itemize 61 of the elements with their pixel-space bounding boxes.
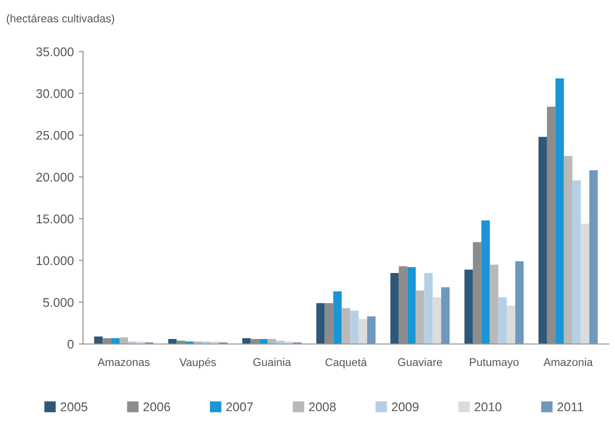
bar: [94, 336, 103, 344]
bar: [572, 180, 581, 344]
bar: [398, 266, 408, 344]
x-tick-label: Putumayo: [470, 358, 519, 368]
y-axis-title: (hectáreas cultivadas): [6, 14, 114, 25]
bar: [580, 224, 590, 344]
bar: [316, 303, 325, 344]
x-tick-label: Caquetá: [326, 358, 367, 368]
bar: [250, 338, 260, 344]
bar: [432, 297, 442, 344]
y-tick-label: 15.000: [36, 214, 74, 224]
legend-label: 2008: [309, 402, 336, 412]
bar: [342, 308, 350, 344]
x-tick-label: Amazonas: [98, 358, 150, 366]
bar: [268, 338, 276, 344]
bar: [515, 261, 524, 344]
legend-label: 2007: [226, 402, 253, 412]
bar: [176, 340, 186, 344]
y-tick-label: 10.000: [36, 256, 74, 266]
x-tick-label: Guainia: [253, 358, 292, 366]
bar: [350, 310, 359, 344]
y-tick-label: 20.000: [36, 172, 74, 182]
legend-label: 2006: [143, 402, 170, 412]
bar: [481, 220, 490, 344]
bar: [506, 306, 516, 344]
bar: [441, 287, 450, 344]
bar: [407, 267, 416, 344]
bar: [102, 338, 112, 344]
bar: [464, 270, 473, 344]
bar: [538, 136, 547, 344]
bar: [111, 338, 120, 344]
bar: [120, 337, 128, 344]
x-tick-label: Vaupés: [179, 358, 216, 368]
bar: [589, 170, 598, 344]
bar: [564, 156, 572, 344]
y-tick-label: 25.000: [36, 130, 74, 140]
bar: [424, 272, 433, 344]
bar: [416, 290, 424, 344]
x-tick-label: Guaviare: [398, 358, 442, 366]
bar: [555, 78, 564, 344]
y-tick-label: 5.000: [43, 298, 74, 307]
x-tick-label: Amazonia: [543, 358, 593, 366]
bar: [490, 264, 498, 344]
bar: [358, 318, 368, 344]
bar: [324, 303, 334, 344]
bar: [546, 106, 556, 344]
legend-label: 2009: [392, 402, 418, 412]
bar: [259, 338, 268, 344]
y-tick-label: 35.000: [36, 47, 74, 56]
legend-label: 2011: [557, 402, 584, 412]
bar: [472, 242, 482, 344]
bar: [333, 291, 342, 344]
bar: [390, 272, 399, 344]
bar: [498, 297, 507, 344]
legend-label: 2010: [474, 402, 502, 412]
bar: [276, 340, 285, 344]
y-tick-label: 0: [68, 340, 74, 349]
bar: [168, 338, 177, 344]
legend-label: 2005: [60, 402, 88, 412]
y-tick-label: 30.000: [36, 89, 74, 98]
bar: [367, 316, 376, 344]
